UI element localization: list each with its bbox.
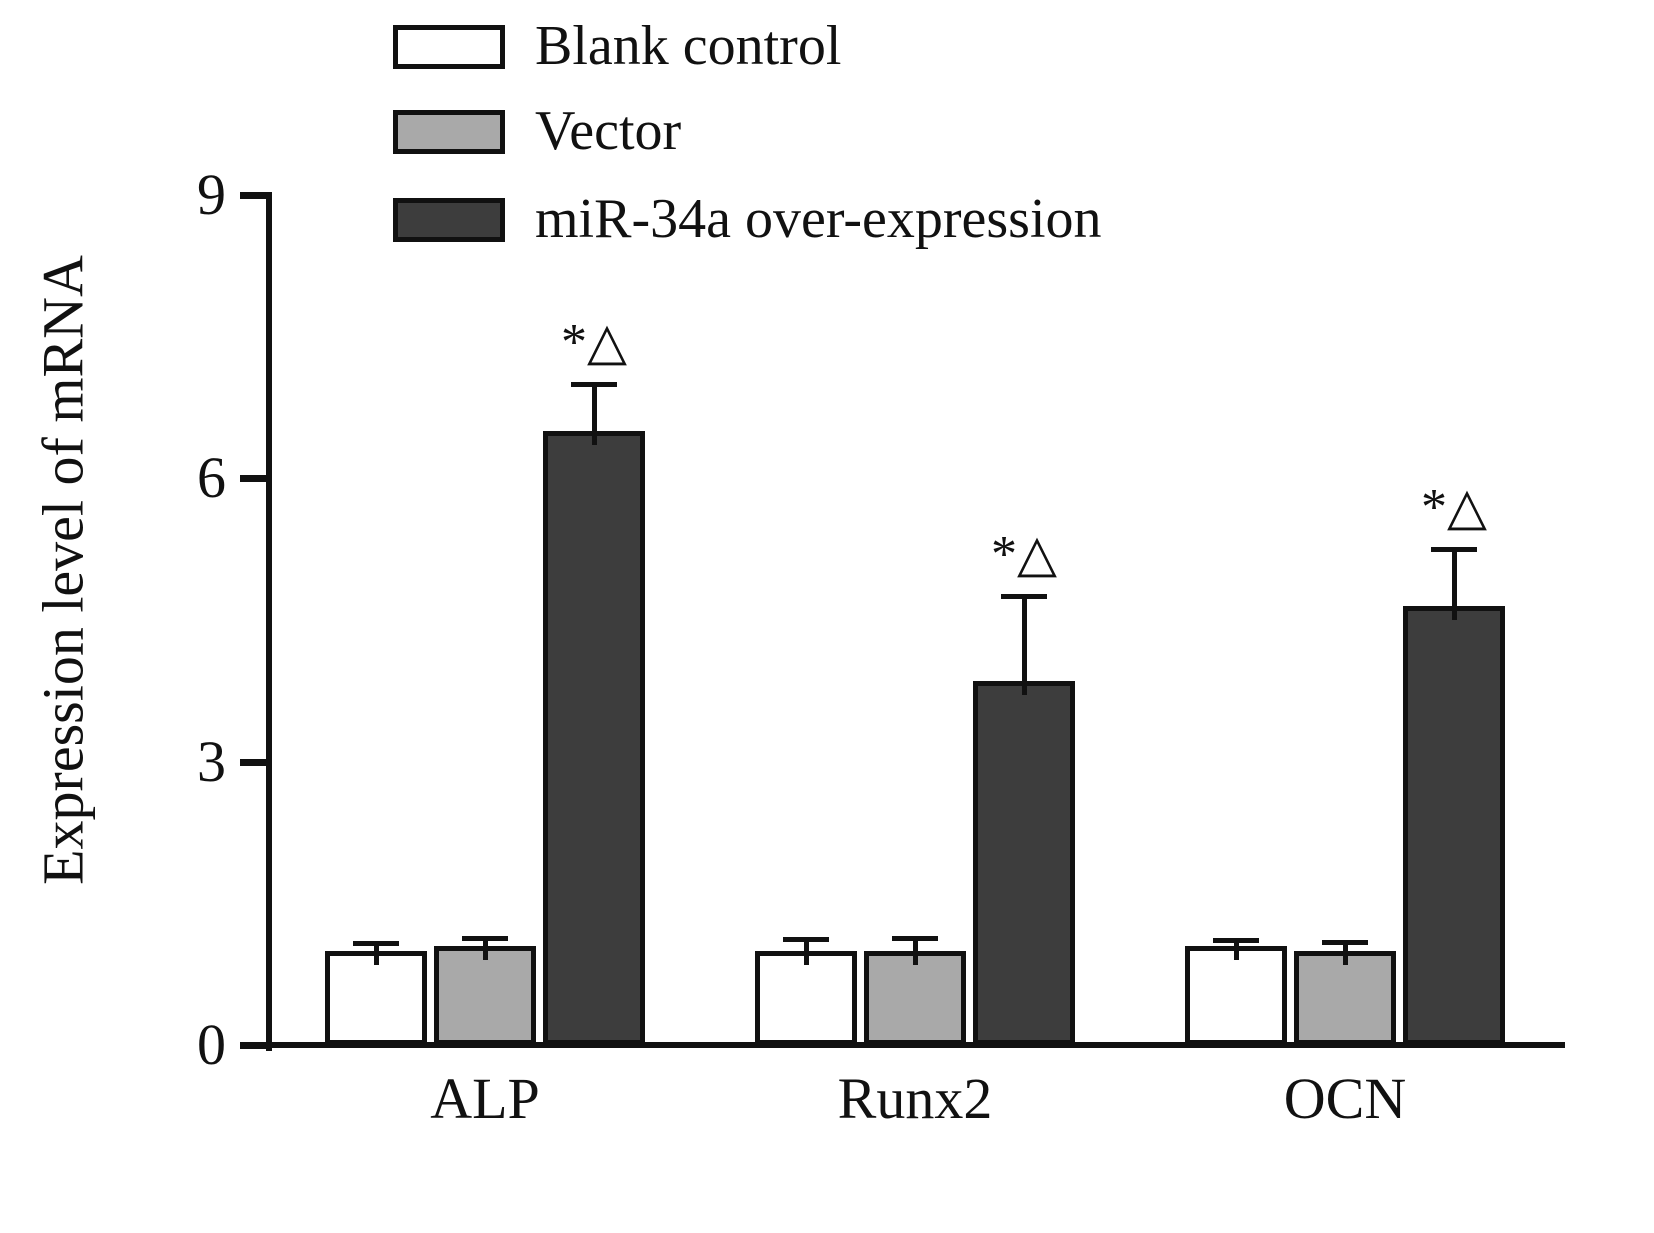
error-bar-cap — [462, 936, 508, 942]
y-tick — [240, 192, 266, 199]
y-tick — [240, 1042, 266, 1049]
legend-swatch-vector — [393, 109, 505, 154]
legend: Blank control Vector miR-34a over-expres… — [393, 0, 1293, 260]
legend-item-vector: Vector — [393, 100, 682, 163]
error-bar-cap — [1431, 547, 1477, 553]
error-bar-cap — [353, 941, 399, 946]
bar — [1403, 605, 1505, 1045]
error-bar-stem — [1342, 942, 1348, 965]
legend-label-vector: Vector — [535, 100, 682, 162]
bar — [543, 431, 645, 1045]
bar — [325, 950, 427, 1045]
bar — [755, 950, 857, 1045]
legend-swatch-blank-control — [393, 24, 505, 69]
significance-annotation: *△ — [1421, 479, 1487, 537]
error-bar-stem — [591, 383, 597, 446]
y-tick-label: 6 — [197, 445, 226, 511]
y-tick-label: 9 — [197, 162, 226, 227]
category-label: ALP — [430, 1066, 540, 1131]
y-axis-line — [266, 192, 272, 1051]
legend-item-mir34a: miR-34a over-expression — [393, 188, 1102, 251]
error-bar-stem — [482, 938, 488, 960]
y-tick-label: 0 — [197, 1012, 226, 1077]
legend-swatch-mir34a — [393, 197, 505, 242]
y-tick — [240, 758, 266, 766]
bar — [1185, 945, 1287, 1045]
y-tick-label: 3 — [197, 728, 226, 794]
bar — [1294, 950, 1396, 1045]
bar — [864, 950, 966, 1045]
category-label: Runx2 — [837, 1066, 993, 1131]
error-bar-stem — [1021, 596, 1027, 696]
category-label: OCN — [1283, 1066, 1407, 1131]
significance-annotation: *△ — [991, 526, 1057, 584]
error-bar-cap — [1322, 940, 1368, 946]
error-bar-stem — [1451, 549, 1457, 620]
legend-item-blank-control: Blank control — [393, 15, 842, 78]
legend-label-mir34a: miR-34a over-expression — [535, 188, 1102, 250]
error-bar-cap — [892, 936, 938, 942]
error-bar-cap — [1001, 594, 1047, 600]
y-tick — [240, 475, 266, 483]
significance-annotation: *△ — [561, 313, 627, 371]
bar — [434, 945, 536, 1045]
x-axis-line — [266, 1042, 1565, 1048]
error-bar-cap — [783, 937, 829, 943]
error-bar-cap — [571, 381, 617, 387]
legend-label-blank-control: Blank control — [535, 15, 842, 77]
error-bar-stem — [803, 939, 809, 965]
error-bar-stem — [1233, 940, 1239, 960]
error-bar-stem — [373, 943, 379, 965]
error-bar-cap — [1213, 938, 1259, 944]
error-bar-stem — [912, 938, 918, 965]
bar — [973, 681, 1075, 1045]
